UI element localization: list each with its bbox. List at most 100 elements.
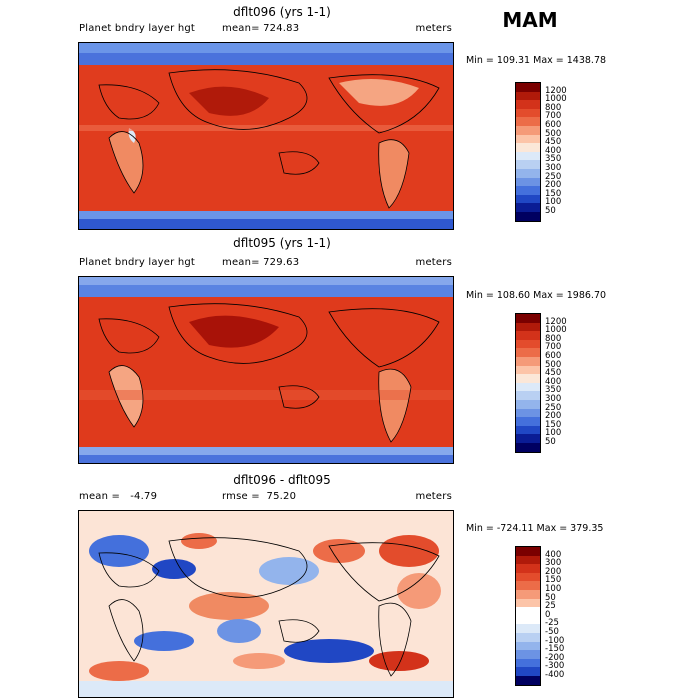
colorbar-swatch	[516, 203, 540, 212]
panel-1-units: meters	[415, 23, 452, 34]
colorbar-tick-label: 50	[545, 592, 556, 603]
panel-1-map	[78, 42, 454, 230]
colorbar-tick-label: 1200	[545, 316, 567, 327]
colorbar-swatch	[516, 547, 540, 556]
colorbar-swatch	[516, 555, 540, 565]
colorbar-tick-label: 150	[545, 188, 562, 199]
colorbar-tick-label: 1000	[545, 325, 567, 336]
colorbar-swatch	[516, 322, 540, 332]
colorbar-swatch	[516, 100, 540, 109]
colorbar-swatch	[516, 581, 540, 590]
colorbar-tick-label: 100	[545, 197, 562, 208]
colorbar-tick-label: 450	[545, 368, 562, 379]
panel-3-title: dflt096 - dflt095	[233, 473, 331, 487]
colorbar-tick-label: -100	[545, 635, 565, 646]
colorbar-swatch	[516, 607, 540, 616]
colorbar-swatch	[516, 83, 540, 92]
colorbar-swatch	[516, 572, 540, 582]
panel-1-colorbar	[515, 82, 541, 222]
colorbar-tick-label: 200	[545, 566, 562, 577]
colorbar-tick-label: 1200	[545, 85, 567, 96]
colorbar-tick-label: 800	[545, 102, 562, 113]
colorbar-swatch	[516, 391, 540, 400]
colorbar-tick-label: 600	[545, 120, 562, 130]
panel-2-variable-label: Planet bndry layer hgt	[79, 257, 196, 268]
colorbar-tick-label: 250	[545, 171, 562, 182]
colorbar-tick-label: 700	[545, 342, 562, 353]
colorbar-tick-label: -25	[545, 618, 559, 629]
colorbar-tick-label: 400	[545, 145, 562, 156]
colorbar-swatch	[516, 675, 540, 685]
colorbar-swatch	[516, 211, 540, 221]
colorbar-tick-label: 50	[545, 437, 556, 447]
colorbar-tick-label: -50	[545, 627, 559, 637]
colorbar-swatch	[516, 117, 540, 126]
colorbar-swatch	[516, 186, 540, 195]
colorbar-swatch	[516, 615, 540, 625]
colorbar-tick-label: -400	[545, 670, 565, 680]
colorbar-swatch	[516, 168, 540, 178]
colorbar-swatch	[516, 314, 540, 323]
colorbar-tick-label: 100	[545, 428, 562, 439]
colorbar-swatch	[516, 160, 540, 169]
colorbar-swatch	[516, 624, 540, 633]
panel-3-minmax: Min = -724.11 Max = 379.35	[466, 523, 604, 534]
colorbar-tick-label: 450	[545, 137, 562, 148]
panel-3-rmse-label: rmse = 75.20	[222, 491, 297, 502]
colorbar-swatch	[516, 632, 540, 642]
panel-2-units: meters	[415, 257, 452, 268]
colorbar-tick-label: -300	[545, 661, 565, 672]
colorbar-tick-label: 500	[545, 359, 562, 370]
colorbar-swatch	[516, 425, 540, 435]
colorbar-tick-label: 600	[545, 351, 562, 361]
colorbar-tick-label: 200	[545, 180, 562, 191]
colorbar-tick-label: -150	[545, 644, 565, 655]
colorbar-swatch	[516, 417, 540, 426]
colorbar-swatch	[516, 91, 540, 101]
panel-2-title: dflt095 (yrs 1-1)	[233, 236, 331, 250]
season-title: MAM	[502, 8, 558, 32]
panel-3-colorbar	[515, 546, 541, 686]
colorbar-swatch	[516, 331, 540, 340]
colorbar-tick-label: 500	[545, 128, 562, 139]
colorbar-tick-label: -200	[545, 652, 565, 663]
colorbar-swatch	[516, 382, 540, 392]
colorbar-swatch	[516, 589, 540, 599]
panel-3-units: meters	[415, 491, 452, 502]
colorbar-tick-label: 350	[545, 385, 562, 396]
panel-2-map	[78, 276, 454, 464]
colorbar-tick-label: 350	[545, 154, 562, 165]
panel-1-minmax: Min = 109.31 Max = 1438.78	[466, 55, 607, 66]
colorbar-swatch	[516, 564, 540, 573]
panel-3-mean-label: mean = -4.79	[79, 491, 158, 502]
colorbar-tick-label: 400	[545, 549, 562, 560]
colorbar-tick-label: 0	[545, 609, 551, 620]
panel-1-title: dflt096 (yrs 1-1)	[233, 5, 331, 19]
colorbar-swatch	[516, 177, 540, 187]
panel-1-map-field	[79, 43, 453, 229]
colorbar-swatch	[516, 151, 540, 161]
colorbar-swatch	[516, 434, 540, 443]
panel-1-variable-label: Planet bndry layer hgt	[79, 23, 196, 34]
panel-1-mean-label: mean= 724.83	[222, 23, 300, 34]
colorbar-swatch	[516, 408, 540, 418]
colorbar-swatch	[516, 658, 540, 668]
colorbar-swatch	[516, 348, 540, 357]
colorbar-tick-label: 300	[545, 163, 562, 173]
colorbar-swatch	[516, 442, 540, 452]
colorbar-swatch	[516, 365, 540, 375]
colorbar-swatch	[516, 134, 540, 144]
colorbar-swatch	[516, 598, 540, 608]
panel-2-minmax: Min = 108.60 Max = 1986.70	[466, 290, 607, 301]
colorbar-swatch	[516, 339, 540, 349]
colorbar-tick-label: 300	[545, 558, 562, 569]
colorbar-tick-label: 150	[545, 419, 562, 430]
panel-2-colorbar	[515, 313, 541, 453]
colorbar-tick-label: 100	[545, 584, 562, 594]
panel-3-map-field	[79, 511, 453, 697]
colorbar-swatch	[516, 125, 540, 135]
colorbar-swatch	[516, 356, 540, 366]
colorbar-tick-label: 200	[545, 411, 562, 422]
colorbar-tick-label: 1000	[545, 94, 567, 105]
colorbar-tick-label: 800	[545, 333, 562, 344]
